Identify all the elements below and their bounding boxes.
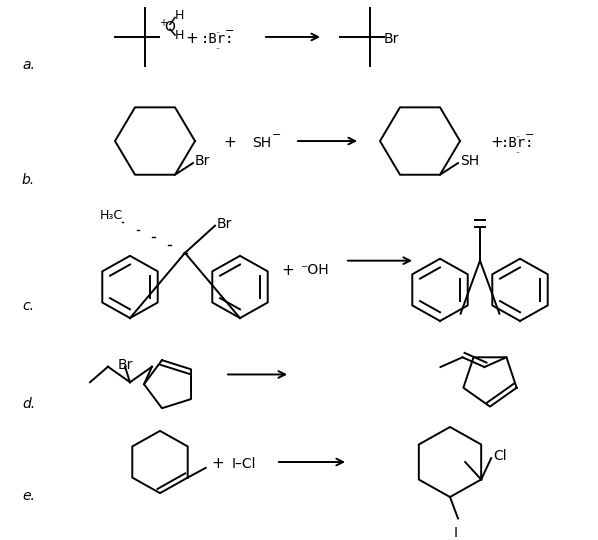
- Text: c.: c.: [22, 299, 34, 313]
- Text: :Br:: :Br:: [202, 32, 235, 46]
- Text: O: O: [164, 20, 175, 34]
- Text: ..: ..: [215, 26, 221, 35]
- Text: +: +: [212, 456, 224, 471]
- Text: I–Cl: I–Cl: [232, 457, 257, 471]
- Text: +: +: [159, 18, 167, 28]
- Text: e.: e.: [22, 489, 35, 503]
- Text: −: −: [225, 26, 234, 36]
- Text: a.: a.: [22, 58, 35, 72]
- Text: :Br:: :Br:: [501, 136, 535, 150]
- Text: ..: ..: [515, 130, 521, 139]
- Text: SH: SH: [460, 154, 479, 168]
- Text: ⁻OH: ⁻OH: [300, 264, 329, 278]
- Text: H₃C: H₃C: [100, 210, 123, 222]
- Text: +: +: [185, 31, 199, 46]
- Text: Cl: Cl: [493, 449, 507, 463]
- Text: +: +: [224, 136, 236, 151]
- Text: d.: d.: [22, 397, 35, 410]
- Text: H: H: [175, 9, 184, 22]
- Text: +: +: [490, 136, 504, 151]
- Text: ..: ..: [215, 42, 221, 51]
- Text: Br: Br: [217, 217, 233, 231]
- Text: Br: Br: [118, 357, 133, 372]
- Text: I: I: [454, 526, 458, 540]
- Text: b.: b.: [22, 173, 35, 187]
- Text: ..: ..: [515, 146, 521, 156]
- Text: H: H: [175, 29, 184, 42]
- Text: −: −: [272, 130, 282, 140]
- Text: Br: Br: [195, 154, 210, 168]
- Text: SH: SH: [252, 136, 271, 150]
- Text: +: +: [282, 263, 294, 278]
- Text: −: −: [525, 130, 535, 140]
- Text: Br: Br: [384, 32, 399, 46]
